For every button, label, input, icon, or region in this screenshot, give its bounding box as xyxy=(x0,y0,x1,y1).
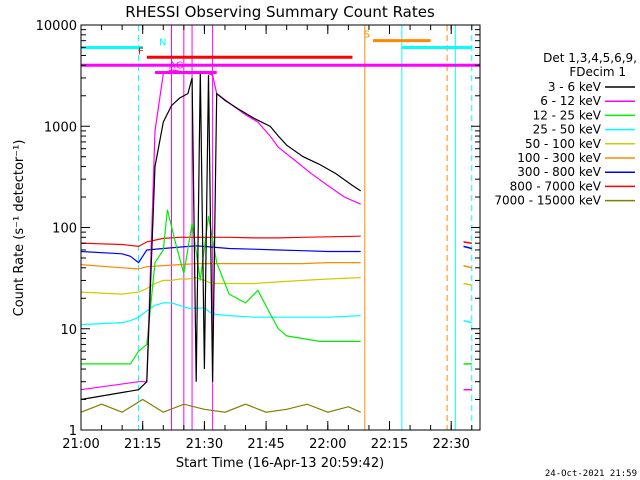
y-axis-label: Count Rate (s⁻¹ detector⁻¹) xyxy=(12,140,27,317)
legend-label-6: 300 - 800 keV xyxy=(517,165,601,179)
flag-label-3: AG xyxy=(169,60,183,71)
axes-layer: 1 10 100 1000 10000 21:00 21:15 21:30 21:45 22:00… xyxy=(36,19,480,452)
legend-header-line-1: Det 1,3,4,5,6,9, xyxy=(543,51,637,65)
late-segment-line-2 xyxy=(463,264,472,269)
y-tick-label-3: 1000 xyxy=(44,120,77,135)
legend-label-2: 12 - 25 keV xyxy=(533,108,602,122)
x-tick-label-4: 22:00 xyxy=(309,437,346,452)
late-segment-line-0 xyxy=(463,241,472,244)
legend-label-8: 7000 - 15000 keV xyxy=(494,194,601,208)
y-tick-label-0: 1 xyxy=(69,424,77,439)
data-layer: N F AG S xyxy=(80,25,480,430)
x-tick-label-2: 21:30 xyxy=(186,437,223,452)
x-tick-label-3: 21:45 xyxy=(247,437,284,452)
legend-label-5: 100 - 300 keV xyxy=(517,151,601,165)
series-line-1 xyxy=(80,69,361,391)
series-line-4 xyxy=(80,276,361,295)
plot-frame xyxy=(80,24,481,431)
chart-title: RHESSI Observing Summary Count Rates xyxy=(125,3,435,21)
legend-label-3: 25 - 50 keV xyxy=(533,123,602,137)
legend-label-7: 800 - 7000 keV xyxy=(510,179,602,193)
x-tick-label-5: 22:15 xyxy=(371,437,408,452)
series-line-6 xyxy=(80,245,361,264)
x-tick-label-1: 21:15 xyxy=(124,437,161,452)
series-line-2 xyxy=(81,209,361,365)
series-line-7 xyxy=(80,235,361,248)
late-segment-line-1 xyxy=(463,245,472,250)
y-tick-label-2: 100 xyxy=(52,222,77,237)
series-line-0 xyxy=(80,71,362,401)
x-tick-label-0: 21:00 xyxy=(62,437,99,452)
flag-label-4: S xyxy=(364,30,370,41)
legend-header-line-2: FDecim 1 xyxy=(569,65,626,79)
legend-label-1: 6 - 12 keV xyxy=(540,94,602,108)
y-tick-label-4: 10000 xyxy=(36,19,77,34)
x-tick-label-6: 22:30 xyxy=(432,437,469,452)
series-line-8 xyxy=(80,398,361,413)
legend-label-4: 50 - 100 keV xyxy=(525,137,602,151)
x-axis-label: Start Time (16-Apr-13 20:59:42) xyxy=(176,456,384,471)
y-tick-label-1: 10 xyxy=(60,323,77,338)
footer-timestamp: 24-Oct-2021 21:59 xyxy=(545,469,637,479)
flag-label-0: N xyxy=(159,37,166,48)
legend-label-0: 3 - 6 keV xyxy=(548,80,602,94)
late-segment-line-3 xyxy=(463,282,472,286)
series-line-5 xyxy=(80,262,361,270)
series-line-3 xyxy=(80,302,361,326)
late-segment-line-4 xyxy=(463,319,472,324)
flag-label-1: F xyxy=(138,46,144,57)
